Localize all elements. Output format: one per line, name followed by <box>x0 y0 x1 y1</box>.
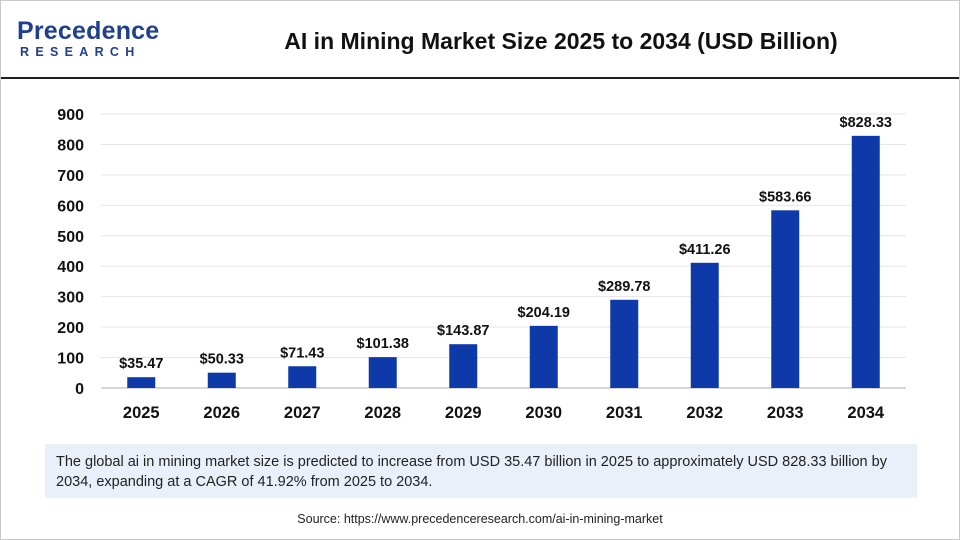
y-tick-label: 0 <box>75 381 84 398</box>
x-tick-label-2033: 2033 <box>767 404 804 422</box>
y-tick-label: 300 <box>57 290 84 307</box>
data-label-2031: $289.78 <box>598 279 650 295</box>
data-label-2032: $411.26 <box>679 242 731 258</box>
summary-text: The global ai in mining market size is p… <box>56 454 887 490</box>
x-tick-label-2032: 2032 <box>686 404 723 422</box>
bar-2029 <box>449 344 478 388</box>
bar-2034 <box>851 135 880 388</box>
brand-name: Precedence <box>17 17 160 45</box>
data-label-2027: $71.43 <box>280 345 324 361</box>
x-tick-label-2028: 2028 <box>364 404 401 422</box>
bar-2033 <box>771 210 800 388</box>
bar-2026 <box>207 372 236 388</box>
header-divider <box>1 77 959 79</box>
y-tick-label: 600 <box>57 198 84 215</box>
summary-note: The global ai in mining market size is p… <box>45 444 917 498</box>
data-label-2034: $828.33 <box>840 115 892 131</box>
x-tick-label-2029: 2029 <box>445 404 482 422</box>
y-tick-label: 500 <box>57 229 84 246</box>
data-label-2028: $101.38 <box>357 336 409 352</box>
y-tick-label: 200 <box>57 320 84 337</box>
y-tick-label: 100 <box>57 351 84 368</box>
brand-logo: Precedence RESEARCH <box>17 17 167 63</box>
data-label-2033: $583.66 <box>759 189 811 205</box>
bar-2030 <box>529 325 558 388</box>
y-tick-label: 800 <box>57 137 84 154</box>
header: Precedence RESEARCH AI in Mining Market … <box>1 1 959 77</box>
y-tick-label: 700 <box>57 168 84 185</box>
x-tick-label-2031: 2031 <box>606 404 643 422</box>
x-tick-label-2034: 2034 <box>847 404 885 422</box>
x-tick-label-2027: 2027 <box>284 404 321 422</box>
x-tick-label-2030: 2030 <box>525 404 562 422</box>
y-tick-label: 400 <box>57 259 84 276</box>
data-label-2026: $50.33 <box>200 352 244 368</box>
bar-2032 <box>690 262 719 388</box>
bar-2031 <box>610 299 639 388</box>
bar-chart: 0 100 200 300 400 500 600 700 800 900 $35.47 2025 $5… <box>57 107 906 422</box>
x-tick-label-2025: 2025 <box>123 404 160 422</box>
bar-2027 <box>288 366 317 388</box>
data-label-2030: $204.19 <box>518 305 570 321</box>
data-label-2029: $143.87 <box>437 323 489 339</box>
source-line: Source: https://www.precedenceresearch.c… <box>297 512 663 526</box>
brand-sub: RESEARCH <box>20 45 141 59</box>
chart-title: AI in Mining Market Size 2025 to 2034 (U… <box>284 28 838 54</box>
y-tick-label: 900 <box>57 107 84 124</box>
x-tick-label-2026: 2026 <box>203 404 240 422</box>
data-label-2025: $35.47 <box>119 356 163 372</box>
bar-2028 <box>368 357 397 388</box>
bar-2025 <box>127 377 156 388</box>
